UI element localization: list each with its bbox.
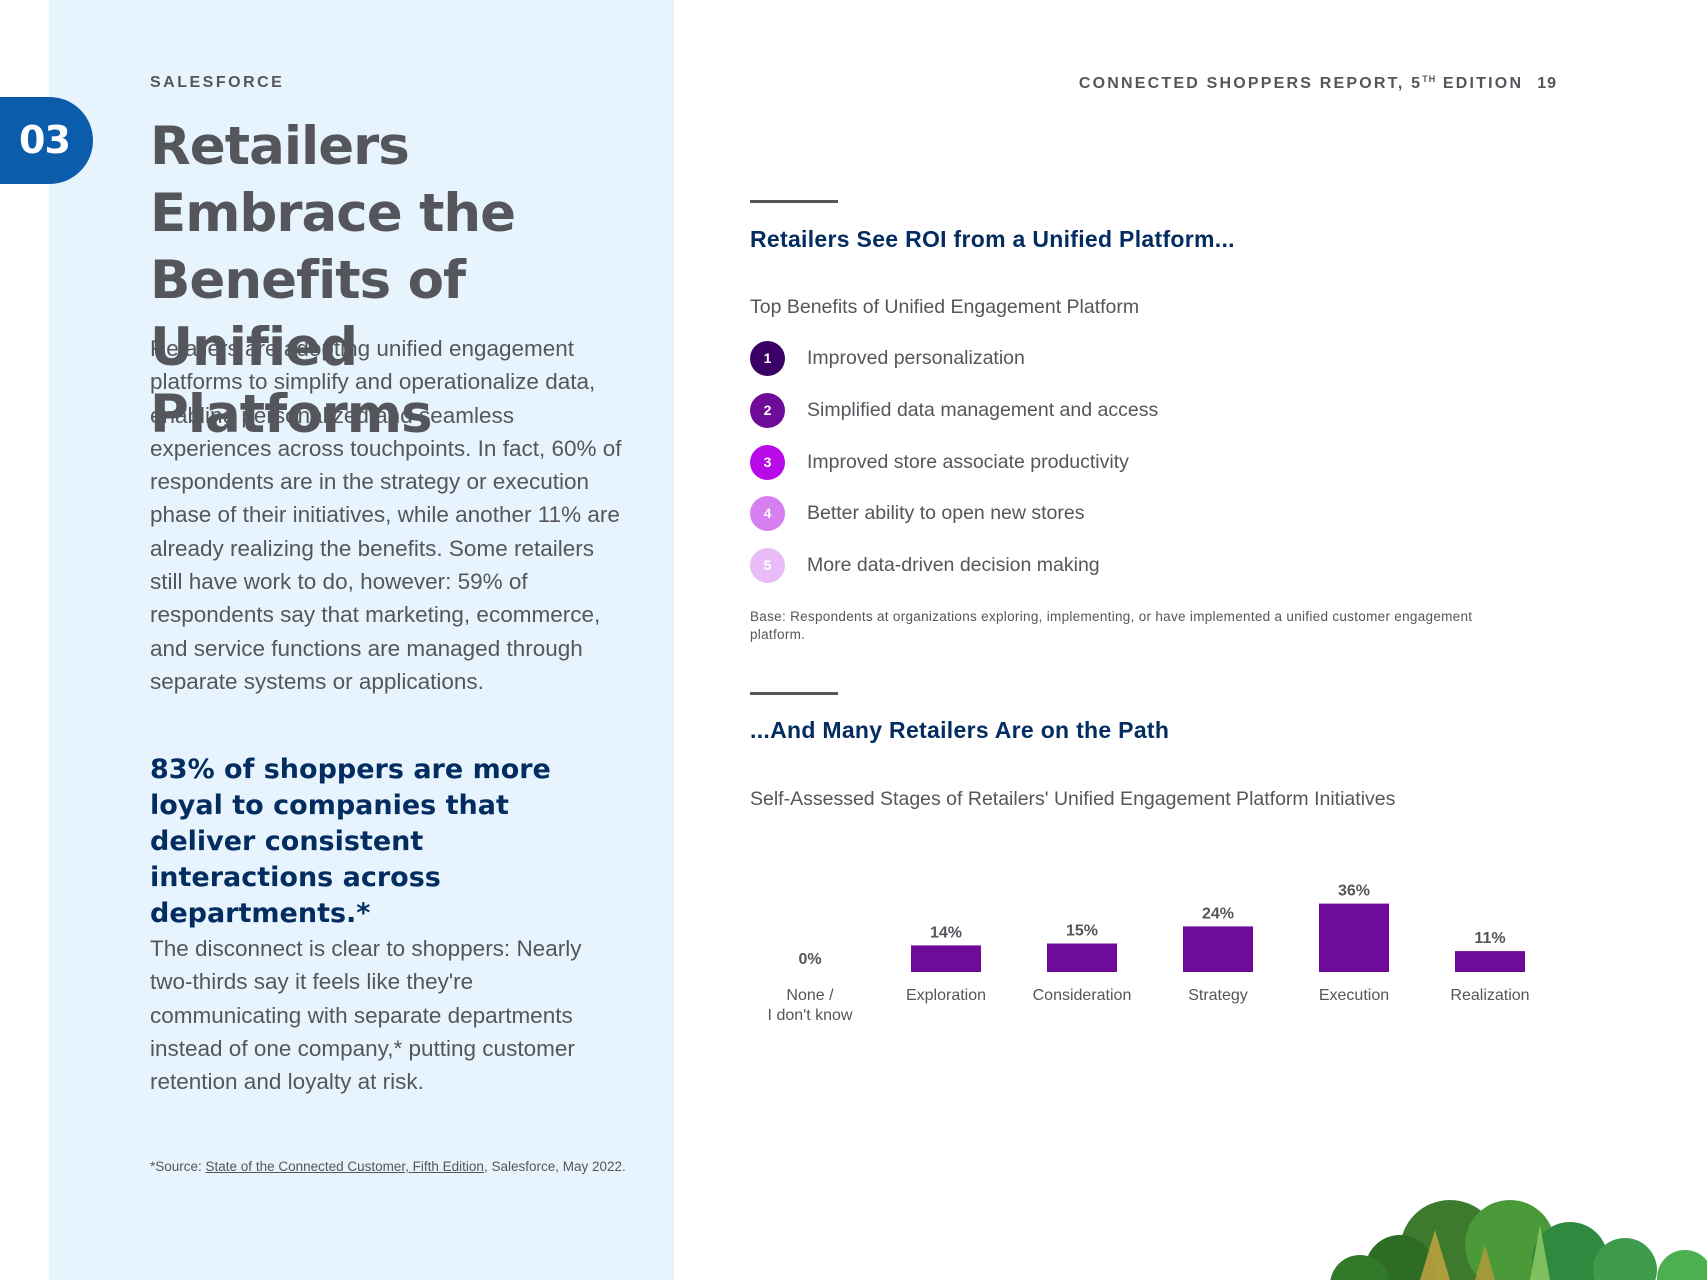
benefit-label: Improved personalization: [807, 346, 1025, 369]
path-divider: [750, 692, 838, 695]
bar-value-label: 11%: [1474, 930, 1505, 947]
bar-value-label: 0%: [798, 951, 821, 968]
section-number-tab: 03: [0, 97, 93, 184]
left-panel: [49, 0, 674, 1280]
bar-value-label: 24%: [1202, 905, 1234, 922]
source-link[interactable]: State of the Connected Customer, Fifth E…: [205, 1159, 484, 1174]
bar-value-label: 14%: [930, 924, 962, 941]
benefit-label: Improved store associate productivity: [807, 450, 1129, 473]
benefit-item: 2 Simplified data management and access: [750, 392, 1158, 428]
disconnect-paragraph: The disconnect is clear to shoppers: Nea…: [150, 936, 582, 1095]
report-header: CONNECTED SHOPPERS REPORT, 5TH EDITION 19: [1079, 74, 1557, 93]
trees-illustration: [1330, 1200, 1707, 1280]
bar-3: [1183, 926, 1253, 972]
category-label: Execution: [1319, 987, 1389, 1004]
rank-badge: 3: [750, 444, 785, 480]
bar-value-label: 15%: [1066, 923, 1098, 940]
rank-badge: 4: [750, 495, 785, 531]
category-label: Consideration: [1033, 987, 1132, 1004]
category-label: Exploration: [906, 987, 986, 1004]
benefit-label: More data-driven decision making: [807, 553, 1100, 576]
category-label: Strategy: [1188, 987, 1248, 1004]
bar-4: [1319, 903, 1389, 972]
category-label: Realization: [1450, 987, 1529, 1004]
benefit-item: 4 Better ability to open new stores: [750, 495, 1085, 531]
brand-label: SALESFORCE: [150, 74, 285, 91]
benefit-item: 1 Improved personalization: [750, 340, 1025, 376]
report-title-post: EDITION: [1436, 75, 1524, 92]
category-label: None /: [786, 987, 834, 1004]
page-title: Retailers Embrace the Benefits of Unifie…: [150, 116, 516, 445]
rank-badge: 2: [750, 392, 785, 428]
page-number: 19: [1537, 75, 1557, 92]
path-heading: ...And Many Retailers Are on the Path: [750, 717, 1170, 743]
intro-paragraph: Retailers are adopting unified engagemen…: [150, 336, 622, 694]
rank-badge: 5: [750, 547, 785, 583]
stages-bar-chart: 0% None / I don't know 14% Exploration 15% Con…: [768, 883, 1530, 1024]
report-title-sup: TH: [1422, 74, 1437, 84]
category-label: I don't know: [768, 1007, 853, 1024]
benefit-label: Better ability to open new stores: [807, 501, 1085, 524]
stages-subheading: Self-Assessed Stages of Retailers' Unifi…: [750, 788, 1396, 810]
benefit-item: 5 More data-driven decision making: [750, 547, 1100, 583]
bar-1: [911, 945, 981, 972]
callout-stat: 83% of shoppers are more loyal to compan…: [150, 754, 551, 929]
footnote-prefix: *Source:: [150, 1159, 206, 1174]
base-note: Base: Respondents at organizations explo…: [750, 609, 1473, 642]
rank-badge: 1: [750, 340, 785, 376]
source-footnote: *Source: State of the Connected Customer…: [150, 1158, 640, 1176]
benefit-label: Simplified data management and access: [807, 398, 1159, 421]
roi-heading: Retailers See ROI from a Unified Platfor…: [750, 226, 1235, 252]
bar-5: [1455, 951, 1525, 972]
benefit-item: 3 Improved store associate productivity: [750, 444, 1129, 480]
bar-2: [1047, 943, 1117, 972]
footnote-suffix: , Salesforce, May 2022.: [483, 1159, 626, 1174]
bar-value-label: 36%: [1338, 883, 1370, 900]
report-title-pre: CONNECTED SHOPPERS REPORT, 5: [1078, 75, 1423, 92]
benefits-subheading: Top Benefits of Unified Engagement Platf…: [750, 296, 1140, 318]
roi-divider: [750, 200, 838, 203]
